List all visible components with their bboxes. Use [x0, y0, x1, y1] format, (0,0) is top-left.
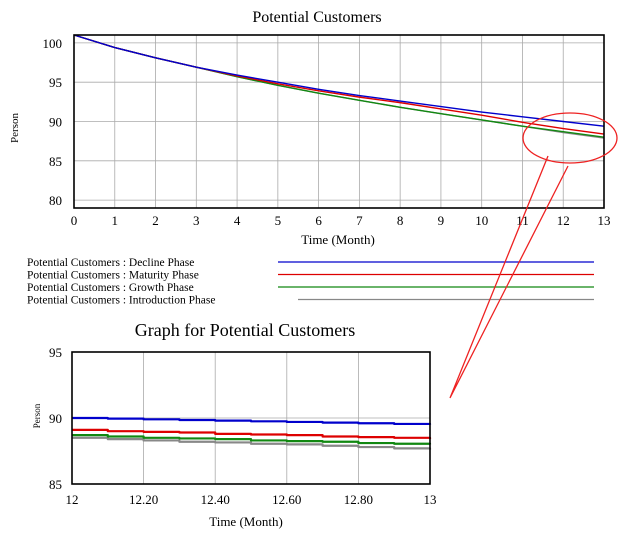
- c1-x-tick-label-8: 8: [397, 213, 404, 228]
- c1-x-tick-label-6: 6: [315, 213, 322, 228]
- zoom-chart-y-axis-label: Person: [32, 403, 42, 428]
- main-chart-y-axis-label: Person: [9, 113, 21, 143]
- c1-y-tick-label-1: 95: [49, 75, 62, 90]
- zoom-callout-pointer: [449, 155, 569, 399]
- main-chart-title: Potential Customers: [252, 9, 381, 26]
- c1-y-tick-label-2: 90: [49, 115, 62, 130]
- zoom-chart-lines: [72, 416, 432, 450]
- c2-series-line-3: [72, 436, 432, 450]
- main-chart-grid: [74, 35, 604, 208]
- zoom-chart-title: Graph for Potential Customers: [135, 320, 355, 340]
- c2-x-tick-label-4: 12.80: [344, 492, 373, 507]
- c1-series-line-0: [73, 34, 605, 127]
- c2-x-tick-label-0: 12: [66, 492, 79, 507]
- c1-x-tick-label-7: 7: [356, 213, 363, 228]
- main-chart-plot-frame: [73, 34, 605, 209]
- zoom-chart-ticks: 12 12.20 12.40 12.60 12.80 13 95 90 85: [49, 345, 437, 507]
- zoom-callout: [449, 112, 618, 399]
- c2-y-tick-label-1: 90: [49, 411, 62, 426]
- main-chart-lines: [73, 34, 605, 139]
- main-chart-x-axis-label: Time (Month): [301, 232, 375, 247]
- main-chart-legend: Potential Customers : Decline PhasePoten…: [27, 257, 594, 307]
- c1-x-tick-label-1: 1: [112, 213, 119, 228]
- c2-x-tick-label-2: 12.40: [201, 492, 230, 507]
- c1-y-tick-label-3: 85: [49, 154, 62, 169]
- c2-x-tick-label-3: 12.60: [272, 492, 301, 507]
- zoom-callout-ellipse: [522, 112, 618, 164]
- c1-x-tick-label-9: 9: [438, 213, 445, 228]
- c1-x-tick-label-10: 10: [475, 213, 488, 228]
- c2-x-tick-label-5: 13: [424, 492, 437, 507]
- c1-x-tick-label-2: 2: [152, 213, 159, 228]
- c2-series-line-2: [72, 434, 432, 445]
- legend-entry-label-3: Potential Customers : Introduction Phase: [27, 295, 215, 307]
- c1-x-tick-label-13: 13: [598, 213, 611, 228]
- c1-x-tick-label-0: 0: [71, 213, 78, 228]
- legend-entry-label-0: Potential Customers : Decline Phase: [27, 257, 194, 269]
- c2-y-tick-label-0: 95: [49, 345, 62, 360]
- c1-series-line-1: [73, 34, 605, 135]
- main-chart: Potential Customers 0 1 2 3 4 5 6 7 8 9 10 11 12 1310…: [9, 9, 611, 247]
- legend-entry-label-2: Potential Customers : Growth Phase: [27, 282, 194, 294]
- c1-x-tick-label-3: 3: [193, 213, 200, 228]
- c2-series-line-0: [72, 416, 432, 426]
- c1-x-tick-label-4: 4: [234, 213, 241, 228]
- c2-y-tick-label-2: 85: [49, 477, 62, 492]
- c2-x-tick-label-1: 12.20: [129, 492, 158, 507]
- c1-y-tick-label-4: 80: [49, 193, 62, 208]
- c2-series-line-1: [72, 428, 432, 440]
- c1-x-tick-label-12: 12: [557, 213, 570, 228]
- c1-y-tick-label-0: 100: [43, 36, 63, 51]
- zoom-chart: Graph for Potential Customers 12 12.20 12.…: [32, 320, 437, 529]
- c1-x-tick-label-5: 5: [275, 213, 282, 228]
- zoom-chart-x-axis-label: Time (Month): [209, 514, 283, 529]
- legend-entry-label-1: Potential Customers : Maturity Phase: [27, 270, 199, 282]
- zoom-chart-plot-frame: [71, 351, 431, 485]
